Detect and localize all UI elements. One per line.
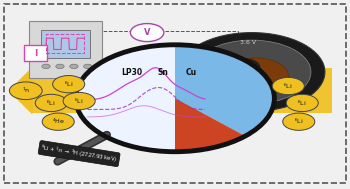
Circle shape — [222, 58, 288, 94]
Wedge shape — [76, 45, 175, 152]
Text: $^6$Li: $^6$Li — [294, 117, 303, 126]
Circle shape — [42, 64, 50, 69]
Bar — [25, 45, 47, 61]
Text: 3.6 V: 3.6 V — [240, 40, 256, 45]
Circle shape — [178, 33, 325, 111]
Wedge shape — [175, 45, 274, 136]
Text: I: I — [34, 49, 37, 58]
Text: $^6$Li: $^6$Li — [64, 80, 74, 89]
Bar — [46, 34, 84, 53]
Text: Cu: Cu — [185, 68, 196, 77]
Circle shape — [286, 94, 318, 112]
Text: Sn: Sn — [158, 68, 168, 77]
Text: $^6$Li: $^6$Li — [284, 81, 293, 91]
Text: $^6$Li + $^1$n $\rightarrow$ $^3$H (2727.93 keV): $^6$Li + $^1$n $\rightarrow$ $^3$H (2727… — [40, 143, 118, 165]
Circle shape — [52, 76, 85, 93]
Circle shape — [56, 64, 64, 69]
FancyBboxPatch shape — [32, 68, 332, 113]
Text: V: V — [144, 28, 150, 37]
Circle shape — [272, 77, 304, 95]
Circle shape — [42, 113, 74, 130]
Circle shape — [283, 113, 315, 130]
Polygon shape — [9, 68, 32, 113]
Circle shape — [84, 64, 92, 69]
Text: $^6$Li: $^6$Li — [74, 96, 84, 106]
Circle shape — [70, 64, 78, 69]
Circle shape — [9, 82, 42, 100]
Text: $^4$He: $^4$He — [51, 117, 65, 126]
Circle shape — [35, 94, 67, 112]
Text: $^1$n: $^1$n — [22, 86, 30, 95]
Text: $^6$Li: $^6$Li — [298, 98, 307, 108]
FancyBboxPatch shape — [41, 30, 90, 58]
Circle shape — [131, 24, 164, 42]
Text: $^6$Li: $^6$Li — [47, 98, 56, 108]
Wedge shape — [175, 98, 245, 152]
FancyBboxPatch shape — [29, 21, 102, 78]
Circle shape — [193, 40, 311, 104]
Circle shape — [63, 92, 95, 110]
Text: LP30: LP30 — [121, 68, 142, 77]
Circle shape — [225, 58, 260, 77]
